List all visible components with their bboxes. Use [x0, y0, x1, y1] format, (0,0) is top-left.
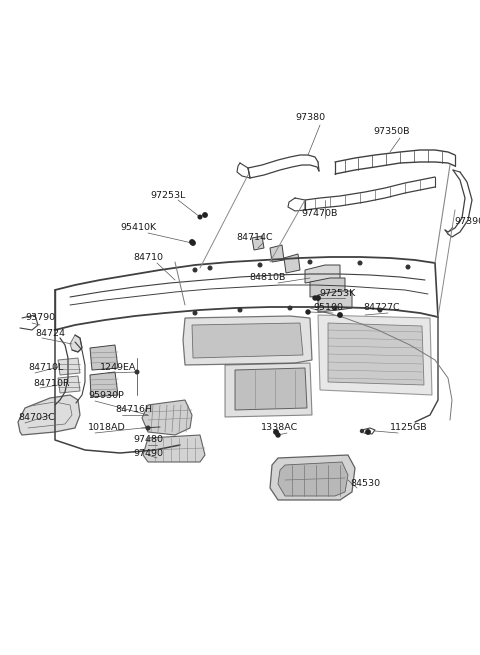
Circle shape [208, 266, 212, 270]
Circle shape [406, 265, 410, 269]
Polygon shape [270, 245, 284, 262]
Text: 97470B: 97470B [302, 208, 338, 217]
Text: 95930P: 95930P [88, 392, 124, 400]
Text: 84727C: 84727C [364, 303, 400, 312]
Text: 93790: 93790 [25, 314, 55, 322]
Circle shape [366, 430, 370, 434]
Circle shape [316, 296, 320, 300]
Text: 84724: 84724 [35, 329, 65, 337]
Polygon shape [58, 376, 80, 393]
Circle shape [308, 260, 312, 264]
Text: 84710R: 84710R [33, 379, 70, 388]
Polygon shape [142, 400, 192, 435]
Polygon shape [252, 236, 264, 250]
Circle shape [360, 430, 363, 432]
Circle shape [193, 311, 197, 315]
Text: 1125GB: 1125GB [390, 424, 428, 432]
Text: 1338AC: 1338AC [262, 424, 299, 432]
Circle shape [190, 240, 194, 244]
Polygon shape [58, 358, 80, 375]
Text: 97350B: 97350B [374, 128, 410, 136]
Circle shape [333, 306, 337, 310]
Circle shape [198, 215, 202, 219]
Circle shape [258, 263, 262, 267]
Polygon shape [225, 363, 312, 417]
Circle shape [146, 426, 150, 430]
Circle shape [276, 433, 280, 437]
Text: 84530: 84530 [350, 479, 380, 487]
Text: 1249EA: 1249EA [100, 364, 136, 373]
Circle shape [313, 296, 317, 300]
Text: 84710: 84710 [133, 253, 163, 263]
Text: 84703C: 84703C [18, 413, 55, 422]
Polygon shape [270, 455, 355, 500]
Text: 95100: 95100 [313, 303, 343, 312]
Circle shape [274, 430, 278, 434]
Circle shape [193, 268, 197, 272]
Polygon shape [318, 291, 352, 312]
Polygon shape [90, 372, 118, 397]
Text: 97380: 97380 [295, 113, 325, 122]
Circle shape [238, 309, 242, 312]
Circle shape [288, 306, 292, 310]
Polygon shape [90, 345, 118, 370]
Polygon shape [192, 323, 303, 358]
Circle shape [135, 370, 139, 374]
Polygon shape [70, 335, 82, 352]
Text: 97490: 97490 [133, 449, 163, 457]
Polygon shape [143, 435, 205, 462]
Polygon shape [318, 315, 432, 395]
Circle shape [378, 309, 382, 312]
Circle shape [358, 261, 362, 265]
Polygon shape [328, 323, 424, 385]
Circle shape [306, 310, 310, 314]
Text: 84716H: 84716H [115, 405, 152, 415]
Polygon shape [284, 254, 300, 273]
Text: 84714C: 84714C [237, 233, 273, 242]
Text: 97480: 97480 [133, 436, 163, 445]
Polygon shape [278, 462, 348, 496]
Polygon shape [310, 278, 345, 297]
Polygon shape [18, 395, 80, 435]
Text: 84810B: 84810B [250, 274, 286, 282]
Circle shape [338, 313, 342, 317]
Text: 84710L: 84710L [28, 364, 63, 373]
Polygon shape [235, 368, 307, 410]
Circle shape [191, 241, 195, 245]
Text: 95410K: 95410K [120, 223, 156, 233]
Polygon shape [305, 265, 340, 283]
Text: 97253L: 97253L [150, 191, 186, 200]
Polygon shape [183, 316, 312, 365]
Circle shape [203, 213, 207, 217]
Text: 1018AD: 1018AD [88, 424, 126, 432]
Text: 97253K: 97253K [320, 288, 356, 297]
Text: 97390: 97390 [454, 217, 480, 227]
